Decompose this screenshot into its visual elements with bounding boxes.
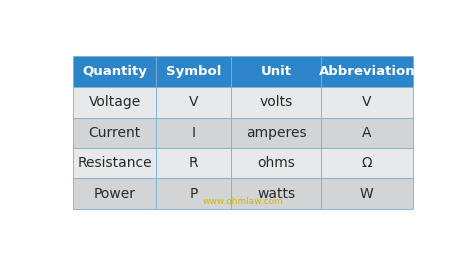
Text: Resistance: Resistance bbox=[77, 156, 152, 170]
Bar bbox=[156, 56, 231, 87]
Text: watts: watts bbox=[257, 187, 295, 201]
Bar bbox=[73, 56, 156, 87]
Text: Ω: Ω bbox=[362, 156, 372, 170]
Bar bbox=[231, 178, 321, 209]
Bar bbox=[231, 87, 321, 118]
Bar bbox=[231, 56, 321, 87]
Bar bbox=[156, 118, 231, 148]
Bar bbox=[73, 87, 156, 118]
Bar bbox=[73, 178, 156, 209]
Bar bbox=[156, 87, 231, 118]
Text: amperes: amperes bbox=[246, 126, 306, 140]
Text: Symbol: Symbol bbox=[166, 65, 221, 78]
Bar bbox=[321, 178, 413, 209]
Bar bbox=[321, 148, 413, 178]
Bar bbox=[231, 118, 321, 148]
Text: W: W bbox=[360, 187, 374, 201]
Bar bbox=[73, 118, 156, 148]
Bar bbox=[321, 87, 413, 118]
Text: R: R bbox=[189, 156, 199, 170]
Text: P: P bbox=[190, 187, 198, 201]
Text: volts: volts bbox=[259, 95, 292, 109]
Text: Abbreviation: Abbreviation bbox=[319, 65, 415, 78]
Text: ohms: ohms bbox=[257, 156, 295, 170]
Text: A: A bbox=[362, 126, 372, 140]
Bar bbox=[156, 148, 231, 178]
Text: V: V bbox=[362, 95, 372, 109]
Bar bbox=[321, 118, 413, 148]
Text: Voltage: Voltage bbox=[89, 95, 141, 109]
Text: V: V bbox=[189, 95, 199, 109]
Text: I: I bbox=[191, 126, 196, 140]
Text: Current: Current bbox=[89, 126, 141, 140]
Bar bbox=[231, 148, 321, 178]
Text: Unit: Unit bbox=[261, 65, 292, 78]
Bar bbox=[156, 178, 231, 209]
Text: www.ohmlaw.com: www.ohmlaw.com bbox=[202, 197, 283, 206]
Text: Power: Power bbox=[94, 187, 136, 201]
Text: Quantity: Quantity bbox=[82, 65, 147, 78]
Bar bbox=[321, 56, 413, 87]
Bar bbox=[73, 148, 156, 178]
